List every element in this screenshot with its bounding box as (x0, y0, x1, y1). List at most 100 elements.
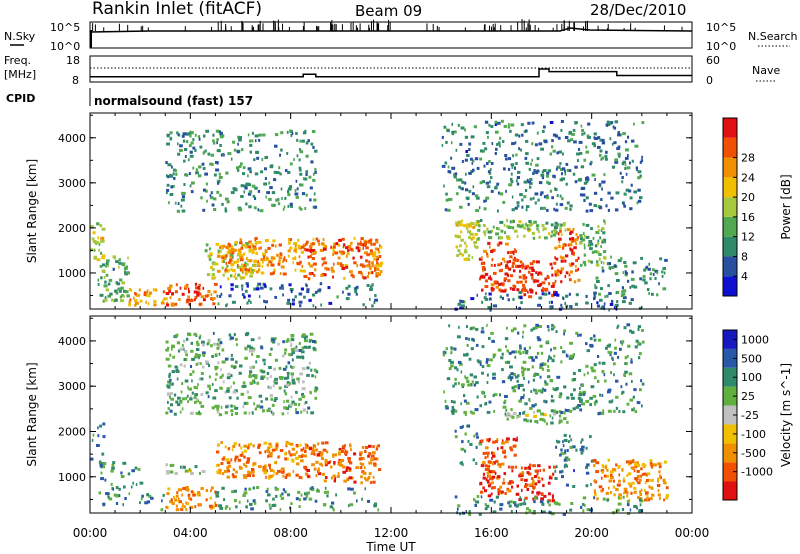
power-panel-cell (362, 264, 366, 268)
velocity-panel-cell (194, 400, 197, 404)
power-panel-cell (500, 289, 504, 293)
velocity-panel-cell (330, 465, 333, 469)
power-panel-cell (641, 121, 645, 125)
velocity-panel-cell (202, 354, 206, 357)
velocity-panel-cell (656, 484, 661, 487)
velocity-panel-cell (556, 375, 561, 379)
power-panel-cell (488, 170, 491, 174)
power-panel-cell (129, 288, 133, 292)
velocity-panel-cell (200, 393, 204, 396)
power-panel-cell (572, 227, 575, 231)
velocity-panel-cell (100, 471, 103, 475)
power-panel-cell (118, 289, 122, 293)
power-panel-cell (178, 298, 181, 301)
nave-tick-top: 60 (706, 54, 720, 67)
power-panel-cell (241, 263, 244, 267)
velocity-panel-cell (491, 451, 494, 455)
power-panel-cell (287, 171, 291, 174)
velocity-panel-cell (560, 452, 564, 456)
velocity-panel-cell (226, 466, 230, 470)
velocity-panel-cell (468, 512, 472, 516)
velocity-panel-cell (542, 387, 544, 391)
power-panel-cell (494, 130, 499, 134)
power-panel-cell (227, 269, 229, 273)
x-tick-label: 20:00 (574, 526, 609, 540)
velocity-panel-cell (189, 411, 194, 415)
power-panel-cell (568, 169, 572, 173)
velocity-panel-cell (233, 333, 236, 337)
velocity-panel-cell (648, 498, 651, 502)
power-panel-cell (516, 176, 520, 179)
velocity-panel-cell (634, 462, 638, 466)
power-panel-cell (617, 133, 621, 137)
power-panel-cell (574, 238, 579, 242)
power-panel-cell (241, 293, 245, 297)
velocity-panel-cell (200, 404, 205, 408)
power-panel-cell (488, 160, 491, 163)
power-panel-cell (227, 277, 230, 281)
power-panel-cell (288, 283, 292, 287)
power-panel-cell (100, 239, 104, 243)
power-panel-cell (312, 237, 315, 241)
power-panel-cell (374, 247, 379, 251)
velocity-panel-cell (244, 333, 249, 337)
power-panel-cell (222, 260, 225, 263)
power-panel-cell (146, 292, 149, 296)
power-panel-cell (646, 288, 650, 291)
power-panel-cell (469, 157, 473, 161)
power-panel-cell (277, 262, 281, 266)
velocity-panel-cell (295, 408, 297, 411)
power-panel-cell (320, 303, 323, 307)
velocity-panel-cell (593, 496, 596, 500)
power-panel-cell (240, 276, 244, 280)
velocity-panel-cell (318, 451, 322, 455)
power-panel-cell (530, 266, 534, 270)
velocity-panel-cell (536, 351, 540, 355)
velocity-panel-cell (506, 360, 511, 364)
velocity-panel-cell (361, 470, 365, 474)
velocity-panel-cell (248, 487, 252, 491)
power-panel-cell (600, 306, 603, 310)
velocity-panel-cell (181, 493, 184, 497)
velocity-panel-cell (300, 493, 303, 497)
velocity-panel-cell (470, 442, 473, 446)
velocity-panel-cell (534, 469, 538, 473)
velocity-panel-cell (464, 375, 466, 379)
power-panel-cell (282, 258, 286, 262)
power-panel-cell (551, 293, 555, 297)
velocity-panel-cell (518, 474, 522, 478)
velocity-panel-cell (255, 360, 258, 364)
power-panel-cell (113, 256, 117, 260)
velocity-panel-cell (626, 362, 628, 366)
power-panel-cell (601, 141, 606, 145)
velocity-panel-cell (263, 464, 267, 468)
power-panel-cell (349, 247, 353, 251)
power-panel-cell (479, 181, 483, 185)
velocity-panel-cell (609, 470, 614, 474)
velocity-panel-cell (373, 457, 378, 461)
velocity-panel-cell (524, 496, 528, 500)
velocity-panel-cell (548, 503, 551, 507)
velocity-panel-colorbar-segment (723, 330, 737, 349)
power-panel-cell (180, 204, 183, 208)
velocity-panel-cell (98, 491, 101, 495)
power-panel-cell (526, 227, 531, 231)
power-panel-cell (552, 233, 557, 237)
velocity-panel-cell (370, 454, 375, 458)
velocity-panel-cell (282, 488, 285, 492)
velocity-panel-cell (566, 449, 569, 452)
velocity-panel-cell (626, 494, 629, 498)
power-panel-cell (249, 139, 252, 143)
velocity-panel-cell (510, 329, 514, 333)
velocity-panel-cell (562, 444, 565, 448)
power-panel-cell (216, 138, 219, 142)
velocity-panel-cell (263, 362, 266, 366)
power-panel-cell (562, 244, 565, 248)
velocity-panel-cell (479, 362, 482, 366)
power-panel-cell (350, 273, 354, 277)
power-panel-cell (575, 242, 577, 246)
power-panel-cell (556, 293, 560, 297)
velocity-panel-cell (105, 492, 109, 496)
power-panel-cell (472, 236, 475, 240)
velocity-panel-cell (245, 505, 248, 509)
